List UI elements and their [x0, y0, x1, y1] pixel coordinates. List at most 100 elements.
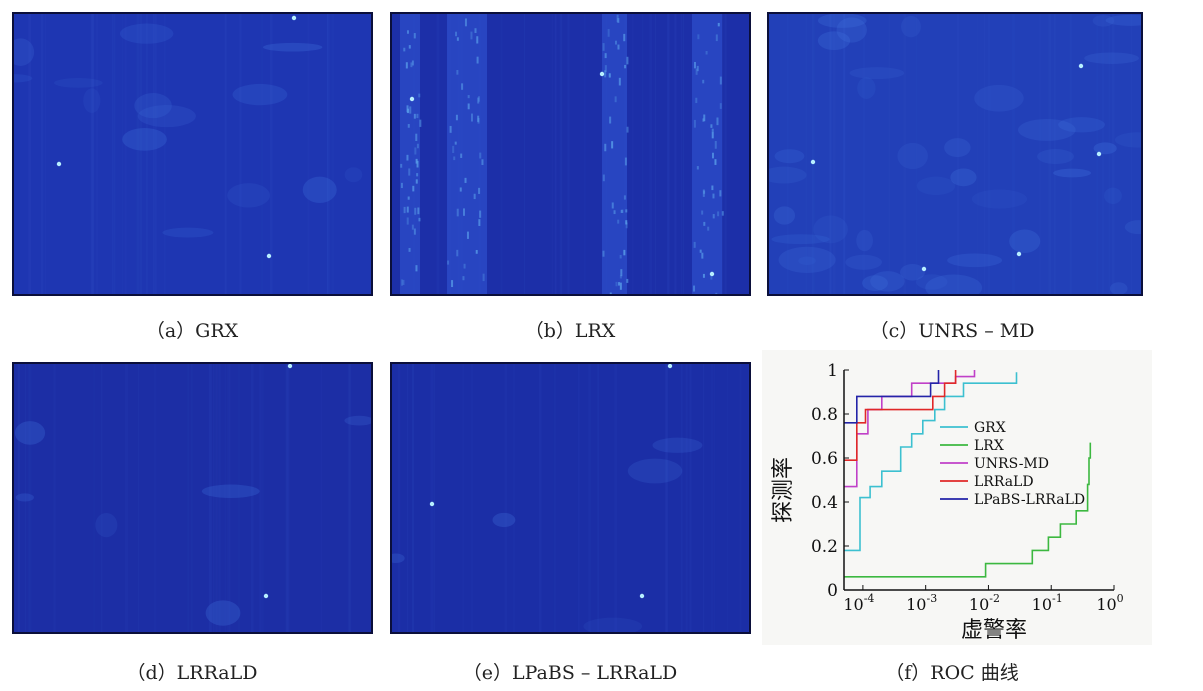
map-speck — [406, 30, 409, 34]
map-streak — [152, 14, 155, 294]
map-streak — [152, 14, 156, 294]
map-speck — [474, 28, 477, 34]
map-speck — [719, 190, 722, 197]
map-streak — [139, 14, 142, 294]
map-streak — [227, 364, 230, 632]
roc-y-tick-label: 0.2 — [811, 537, 838, 557]
map-speck — [406, 206, 409, 213]
map-streak — [190, 364, 193, 632]
map-streak — [721, 14, 724, 294]
map-streak — [680, 14, 682, 294]
map-speck — [613, 210, 616, 215]
map-streak — [433, 364, 435, 632]
map-speck — [402, 279, 405, 285]
map-blob — [1058, 117, 1105, 133]
map-streak — [567, 14, 570, 294]
map-speck — [604, 143, 607, 152]
map-speck — [693, 285, 696, 292]
map-streak — [649, 14, 653, 294]
map-speck — [406, 105, 409, 113]
map-speck — [476, 56, 479, 64]
map-streak — [260, 364, 264, 632]
anomaly-point — [291, 15, 297, 21]
map-speck — [400, 163, 403, 168]
map-speck — [624, 157, 627, 166]
anomaly-point — [639, 593, 645, 599]
map-speck — [710, 272, 713, 280]
map-speck — [470, 31, 473, 40]
map-streak — [347, 364, 350, 632]
map-blob — [845, 254, 882, 270]
map-streak — [111, 14, 114, 294]
anomaly-point — [921, 266, 927, 272]
map-blob — [344, 415, 371, 426]
map-streak — [164, 14, 166, 294]
map-streak — [93, 364, 95, 632]
map-speck — [414, 207, 417, 215]
anomaly-point — [409, 96, 415, 102]
map-blob — [1103, 187, 1122, 204]
map-speck — [479, 152, 482, 159]
map-speck — [707, 226, 710, 231]
panel-unrs-md-map — [767, 12, 1143, 296]
map-streak — [145, 14, 148, 294]
map-speck — [407, 124, 410, 128]
map-speck — [416, 173, 419, 177]
map-speck — [619, 275, 622, 279]
map-streak — [559, 14, 562, 294]
map-speck — [617, 18, 620, 23]
map-speck — [482, 273, 485, 282]
map-streak — [412, 364, 414, 632]
roc-x-tick-label: 100 — [1096, 592, 1123, 614]
map-streak — [524, 14, 526, 294]
map-blob — [925, 274, 983, 294]
map-speck — [453, 156, 456, 161]
map-speck — [693, 61, 696, 69]
map-blob — [856, 229, 873, 252]
map-streak — [553, 364, 556, 632]
map-speck — [481, 159, 484, 165]
map-blob — [901, 15, 921, 38]
map-blob — [771, 234, 830, 245]
map-streak — [307, 14, 310, 294]
map-speck — [411, 224, 414, 230]
map-speck — [695, 97, 698, 104]
map-speck — [618, 282, 621, 286]
map-blob — [1114, 132, 1141, 148]
map-streak — [471, 364, 474, 632]
map-speck — [611, 141, 614, 149]
lpabs-lrrald-detection-map — [392, 364, 749, 632]
map-streak — [681, 364, 683, 632]
map-band — [602, 14, 627, 294]
map-streak — [862, 14, 865, 294]
map-speck — [697, 34, 700, 40]
map-streak — [28, 14, 31, 294]
map-speck — [478, 187, 481, 194]
map-speck — [702, 118, 705, 122]
map-speck — [415, 133, 418, 141]
map-speck — [418, 93, 421, 98]
map-streak — [28, 364, 30, 632]
map-speck — [462, 208, 465, 216]
map-streak — [987, 14, 991, 294]
legend-label: LRRaLD — [974, 474, 1034, 490]
map-streak — [829, 14, 832, 294]
map-speck — [702, 273, 705, 278]
map-streak — [805, 14, 808, 294]
map-streak — [212, 364, 215, 632]
map-streak — [667, 14, 670, 294]
map-speck — [703, 190, 706, 194]
map-speck — [719, 76, 722, 85]
map-blob — [1084, 52, 1139, 64]
anomaly-point — [1078, 63, 1084, 69]
map-speck — [409, 106, 412, 114]
map-streak — [112, 14, 114, 294]
map-streak — [208, 364, 212, 632]
map-streak — [903, 14, 906, 294]
map-speck — [449, 125, 452, 133]
map-blob — [1105, 14, 1141, 26]
map-speck — [617, 44, 620, 50]
map-speck — [405, 62, 408, 69]
map-speck — [403, 206, 406, 214]
map-speck — [455, 31, 458, 37]
